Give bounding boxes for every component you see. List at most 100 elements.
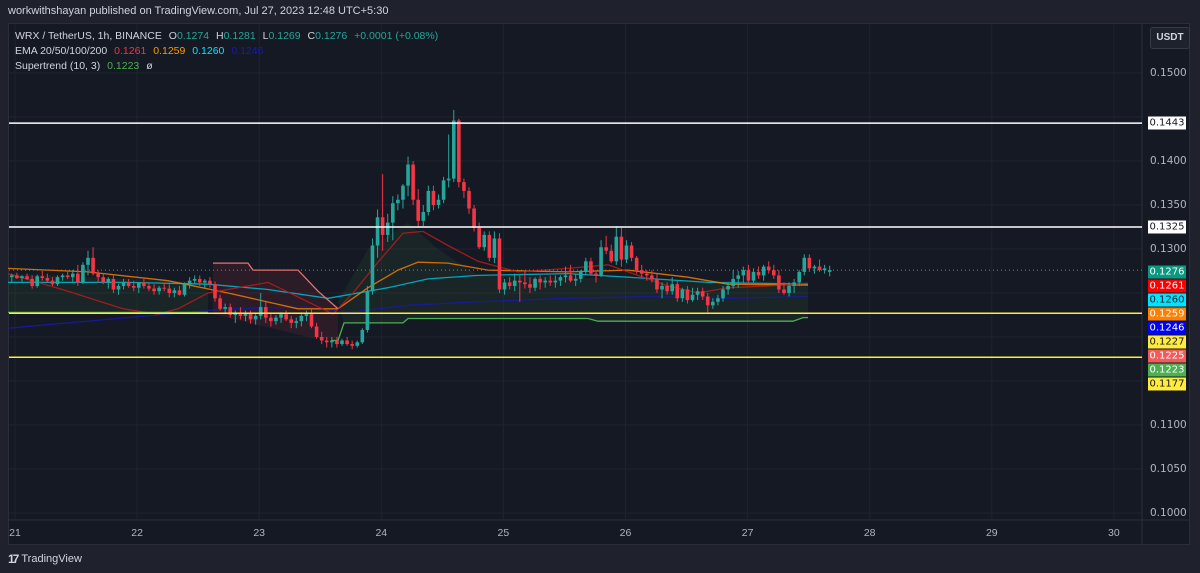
candle-body — [172, 290, 177, 293]
series-price-tag: 0.1246 — [1148, 321, 1186, 335]
candle-body — [86, 257, 90, 265]
candle-body — [680, 289, 685, 299]
currency-button[interactable]: USDT — [1150, 27, 1190, 49]
candle-body — [822, 268, 827, 271]
candle-body — [756, 271, 761, 276]
price-tick-label: 0.1350 — [1150, 199, 1187, 211]
candle-body — [147, 285, 151, 289]
candle-body — [294, 321, 299, 323]
candle-body — [690, 294, 695, 301]
candle-body — [218, 298, 222, 309]
candle-body — [177, 290, 182, 295]
tradingview-mark-icon: 17 — [8, 552, 19, 566]
ema200-value: 0.1246 — [231, 45, 264, 57]
candle-body — [543, 280, 547, 283]
candle-body — [162, 287, 166, 289]
candle-body — [243, 313, 248, 316]
candle-body — [705, 296, 710, 306]
candle-body — [279, 314, 283, 318]
candle-body — [578, 271, 583, 279]
candle-body — [645, 273, 649, 276]
candle-body — [406, 164, 410, 186]
candle-body — [802, 257, 807, 272]
candle-body — [629, 245, 634, 258]
price-tick-label: 0.1050 — [1150, 463, 1187, 475]
candle-body — [467, 190, 471, 209]
candle-body — [238, 312, 243, 316]
ohlc-open: O0.1274 — [169, 30, 209, 42]
candle-body — [487, 234, 492, 258]
candle-body — [695, 291, 700, 295]
candle-body — [182, 284, 187, 295]
candle-body — [441, 180, 446, 200]
series-price-tag: 0.1225 — [1148, 349, 1186, 363]
price-tick-label: 0.1400 — [1150, 155, 1187, 167]
candle-body — [772, 270, 776, 276]
ema100-line — [8, 272, 809, 299]
supertrend-fill-down — [213, 263, 338, 341]
tradingview-logo[interactable]: 17 TradingView — [8, 552, 82, 566]
time-tick-label: 23 — [253, 527, 266, 539]
candle-body — [426, 190, 431, 213]
candle-body — [208, 280, 212, 285]
candle-body — [106, 278, 111, 283]
candle-body — [289, 319, 293, 323]
candle-body — [685, 289, 690, 301]
candle-body — [81, 264, 85, 283]
open-value: 0.1274 — [176, 30, 210, 42]
series-price-tag: 0.1259 — [1148, 307, 1186, 321]
candle-body — [675, 284, 680, 299]
candle-body — [385, 222, 390, 235]
candle-body — [568, 275, 573, 281]
candle-body — [10, 275, 14, 278]
candle-body — [157, 287, 161, 292]
candle-body — [380, 217, 385, 235]
candle-body — [269, 317, 273, 322]
ema100-value: 0.1260 — [192, 45, 225, 57]
tradingview-brand: TradingView — [21, 553, 82, 565]
time-tick-label: 29 — [985, 527, 998, 539]
candle-body — [15, 275, 19, 279]
candle-body — [25, 276, 29, 279]
open-label: O — [168, 30, 177, 42]
candle-body — [375, 217, 380, 246]
candle-body — [284, 314, 288, 320]
candle-body — [258, 307, 263, 316]
ema-label: EMA 20/50/100/200 — [15, 45, 108, 57]
candle-body — [131, 285, 136, 288]
candle-body — [477, 227, 481, 248]
candle-body — [55, 277, 60, 285]
supertrend-value: 0.1223 — [107, 60, 140, 72]
candle-body — [299, 315, 304, 322]
candle-body — [777, 275, 781, 290]
low-label: L — [262, 30, 269, 42]
candle-body — [782, 289, 786, 293]
candle-body — [472, 208, 476, 228]
candle-body — [40, 276, 45, 279]
candle-body — [548, 280, 553, 283]
candle-body — [502, 282, 507, 290]
series-price-tag: 0.1227 — [1148, 335, 1186, 349]
candle-body — [45, 278, 50, 281]
supertrend-legend-row[interactable]: Supertrend (10, 3) 0.1223 ø — [15, 59, 442, 74]
ema-legend-row[interactable]: EMA 20/50/100/200 0.1261 0.1259 0.1260 0… — [15, 44, 442, 59]
candle-body — [152, 288, 156, 292]
candle-body — [599, 247, 603, 276]
candle-body — [30, 278, 34, 286]
candle-body — [345, 340, 349, 345]
series-price-tag: 0.1177 — [1148, 377, 1186, 391]
ema200-line — [7, 295, 809, 329]
candle-body — [518, 280, 522, 283]
symbol-legend-row[interactable]: WRX / TetherUS, 1h, BINANCE O0.1274 H0.1… — [15, 29, 442, 44]
candle-body — [507, 282, 512, 286]
candle-body — [812, 266, 817, 269]
candle-body — [746, 270, 751, 281]
time-tick-label: 24 — [375, 527, 388, 539]
candle-body — [304, 314, 309, 316]
high-value: 0.1281 — [223, 30, 256, 42]
candle-body — [538, 278, 542, 283]
candle-body — [350, 344, 354, 346]
candle-body — [670, 284, 674, 292]
candle-body — [817, 266, 822, 271]
